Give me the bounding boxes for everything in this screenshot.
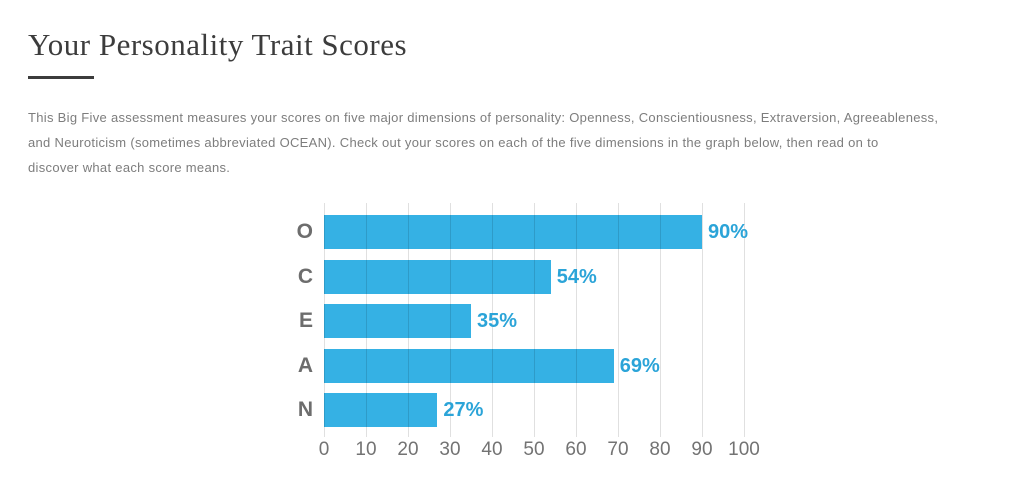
description-line: This Big Five assessment measures your s… [28, 110, 939, 125]
x-tick-label: 100 [728, 439, 760, 460]
title-divider [28, 76, 94, 79]
value-label: 90% [708, 221, 749, 243]
gridline [324, 203, 325, 437]
trait-bar-chart: 0 10 20 30 40 50 60 70 80 90 100 O 90% C 54% E 35% A 69% N 2… [0, 203, 1027, 473]
gridline [576, 203, 577, 437]
value-label: 35% [477, 310, 518, 332]
page-description: This Big Five assessment measures your s… [28, 105, 998, 180]
gridline [366, 203, 367, 437]
trait-bar [324, 304, 471, 338]
value-label: 54% [556, 265, 597, 288]
gridline [534, 203, 535, 437]
x-tick-label: 90 [691, 439, 713, 460]
x-tick-label: 50 [523, 439, 545, 460]
gridline [408, 203, 409, 437]
x-tick-label: 30 [439, 439, 461, 460]
trait-bar [324, 348, 614, 383]
trait-bar [324, 215, 702, 249]
gridline [660, 203, 661, 437]
category-label: E [298, 309, 313, 332]
description-line: discover what each score means. [28, 160, 231, 175]
value-label: 27% [443, 399, 484, 421]
gridline [744, 203, 745, 437]
gridline [702, 203, 703, 437]
page-title: Your Personality Trait Scores [28, 27, 408, 62]
description-line: and Neuroticism (sometimes abbreviated O… [28, 135, 879, 150]
trait-bar [324, 393, 438, 427]
x-tick-label: 20 [397, 439, 419, 460]
value-label: 69% [619, 354, 660, 377]
category-label: N [297, 398, 313, 421]
gridline [492, 203, 493, 437]
category-label: O [296, 220, 313, 243]
gridline [618, 203, 619, 437]
trait-bar [324, 259, 551, 294]
x-tick-label: 60 [565, 439, 587, 460]
x-tick-label: 70 [607, 439, 629, 460]
category-label: A [297, 353, 313, 377]
gridline [450, 203, 451, 437]
x-tick-label: 80 [649, 439, 671, 460]
x-tick-label: 0 [318, 439, 330, 460]
category-label: C [297, 264, 313, 288]
x-tick-label: 10 [355, 439, 377, 460]
x-tick-label: 40 [481, 439, 503, 460]
